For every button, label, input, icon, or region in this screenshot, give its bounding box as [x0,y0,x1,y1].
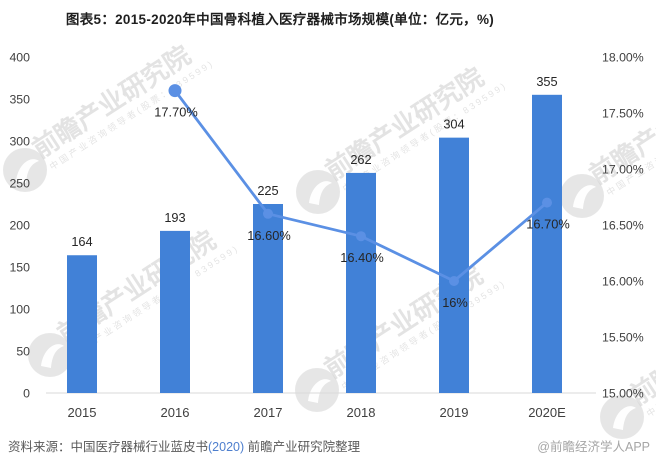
bar-value-label: 193 [164,210,185,225]
bar-2015 [67,255,97,393]
x-tick-label-2017: 2017 [254,405,283,420]
watermark-bird-icon [16,159,39,183]
left-axis-tick: 50 [16,345,30,359]
left-axis-tick: 150 [9,261,30,275]
source-note: 资料来源：中国医疗器械行业蓝皮书(2020) 前瞻产业研究院整理 [8,436,360,455]
left-axis-tick: 200 [9,219,30,233]
bar-value-label: 225 [257,183,278,198]
x-tick-label-2018: 2018 [347,405,376,420]
x-tick-label-2020E: 2020E [528,405,566,420]
line-value-label: 17.70% [154,105,197,120]
line-marker-2019 [449,276,459,286]
line-value-label: 16.60% [247,228,290,243]
left-axis-tick: 400 [9,51,30,65]
right-axis-tick: 15.00% [602,387,644,401]
watermark-bird-icon [613,406,636,430]
watermark-bird-icon [308,379,331,403]
left-axis-tick: 300 [9,135,30,149]
x-tick-label-2019: 2019 [440,405,469,420]
line-marker-2020E [542,197,552,208]
line-value-label: 16% [442,295,468,310]
bar-value-label: 164 [71,234,92,249]
watermark-text: 前瞻产业研究院 [27,40,196,164]
watermark-bird-icon [309,181,332,205]
bar-2019 [439,137,469,393]
left-axis-tick: 0 [23,387,30,401]
right-axis-tick: 17.00% [602,163,644,177]
source-year: (2020) [208,440,245,454]
bar-2017 [253,204,283,393]
line-marker-2016 [168,84,182,98]
bar-2016 [160,230,190,393]
watermark-bird-icon [573,185,596,209]
chart-title: 图表5：2015-2020年中国骨科植入医疗器械市场规模(单位：亿元，%) [65,12,495,27]
bar-value-label: 262 [350,152,371,167]
right-axis-tick: 15.50% [602,331,644,345]
line-marker-2017 [263,208,273,219]
right-axis-tick: 16.00% [602,275,644,289]
line-marker-2018 [356,231,366,242]
left-axis-tick: 350 [9,93,30,107]
bar-2018 [346,172,376,393]
right-axis-tick: 17.50% [602,107,644,121]
line-value-label: 16.70% [526,217,569,232]
x-tick-label-2016: 2016 [161,405,190,420]
chart-footer: 资料来源：中国医疗器械行业蓝皮书(2020) 前瞻产业研究院整理 @前瞻经济学人… [0,436,656,458]
left-axis-tick: 100 [9,303,30,317]
credit-text: @前瞻经济学人APP [537,440,650,454]
source-text: 资料来源：中国医疗器械行业蓝皮书 [8,440,209,454]
line-value-label: 16.40% [340,250,383,265]
x-tick-label-2015: 2015 [68,405,97,420]
left-axis-tick: 250 [9,177,30,191]
bar-value-label: 355 [536,74,557,89]
watermark-bird-icon [41,344,64,368]
right-axis-tick: 16.50% [602,219,644,233]
source-suffix: 前瞻产业研究院整理 [244,440,361,454]
bar-value-label: 304 [443,117,464,132]
bar-2020E [532,94,562,394]
right-axis-tick: 18.00% [602,51,644,65]
